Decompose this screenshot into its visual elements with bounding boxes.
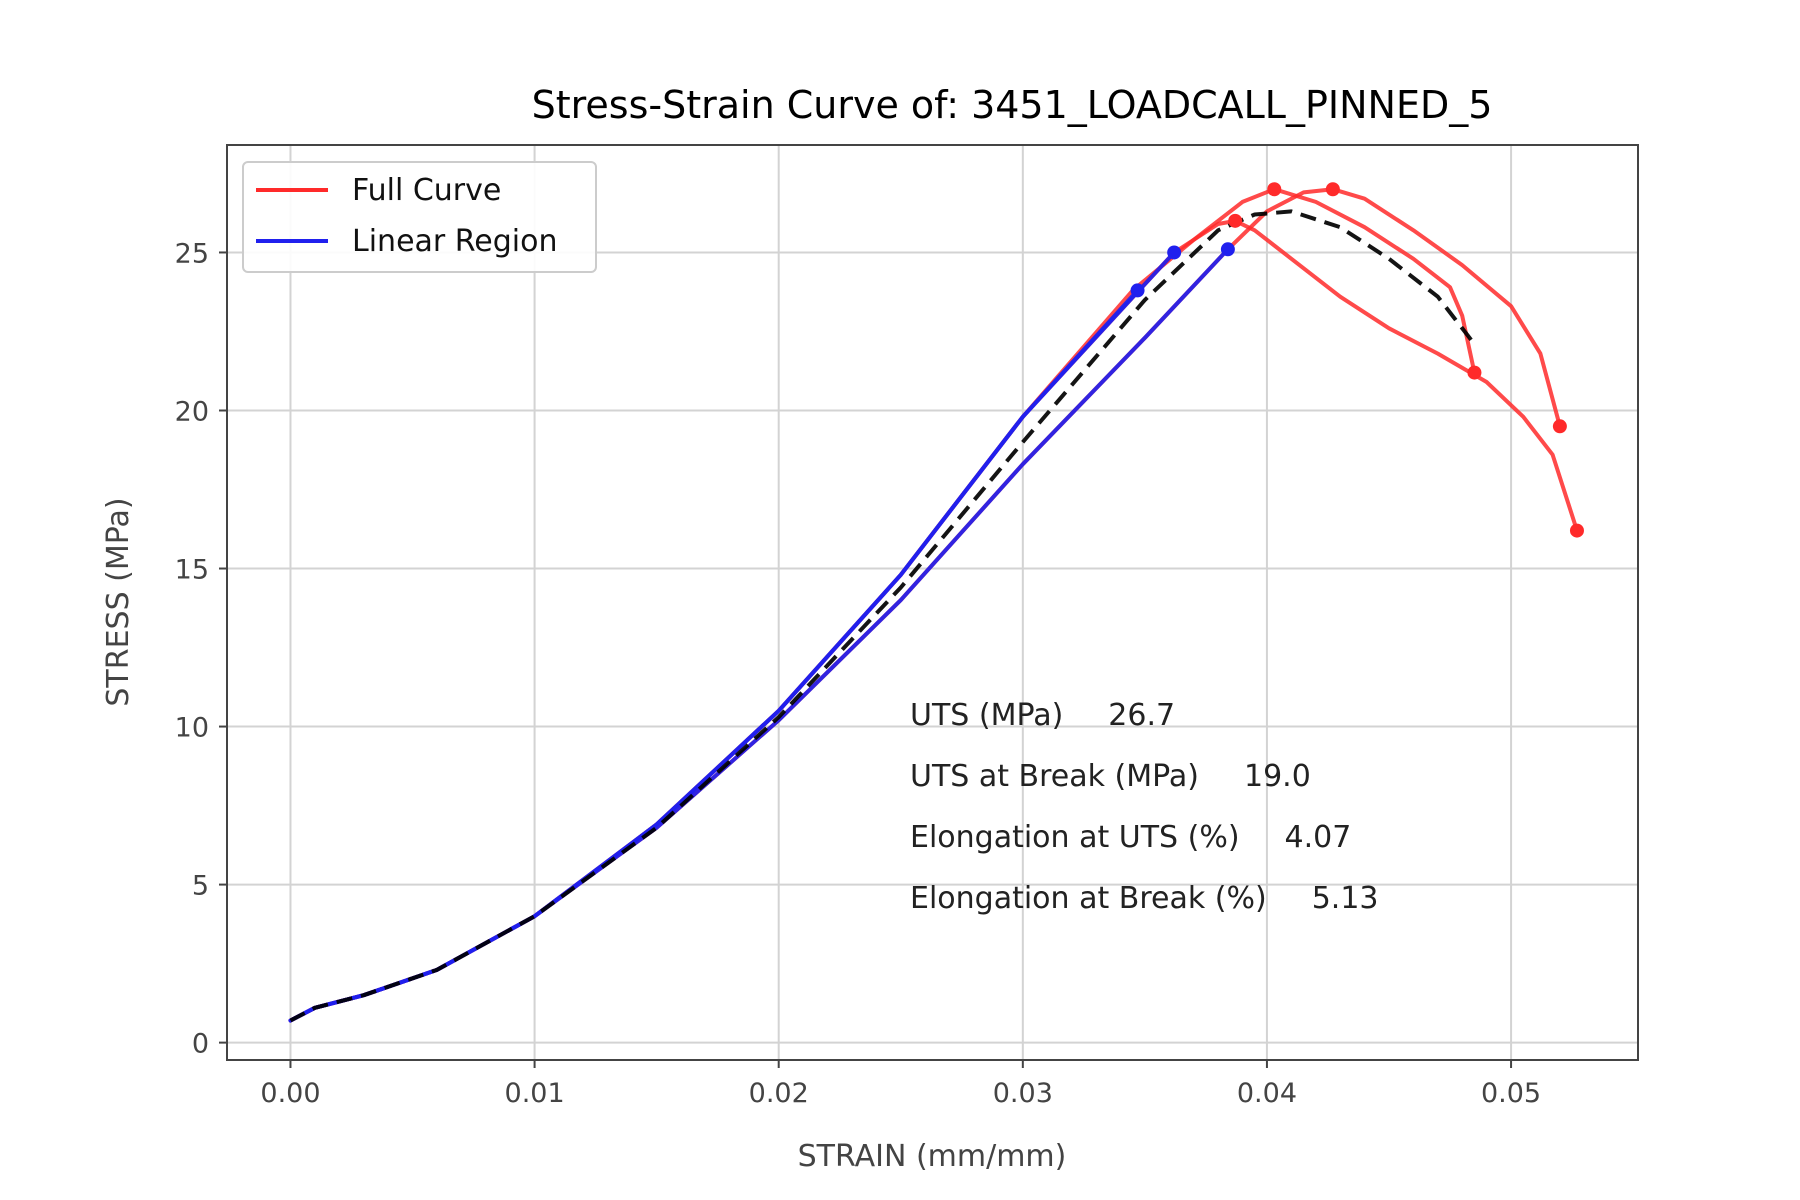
- annotations: UTS (MPa) 26.7 UTS at Break (MPa) 19.0 Elo…: [910, 698, 1379, 916]
- y-tick-label: 15: [175, 555, 209, 586]
- x-tick-label: 0.03: [993, 1078, 1053, 1109]
- annotation-uts-at-break-value: 19.0: [1244, 759, 1311, 794]
- annotation-elongation-at-break-label: Elongation at Break (%): [910, 881, 1267, 916]
- x-tick-label: 0.05: [1481, 1078, 1541, 1109]
- x-tick-label: 0.02: [749, 1078, 809, 1109]
- annotation-elongation-at-break: Elongation at Break (%) 5.13: [910, 881, 1379, 916]
- legend-label-full-curve: Full Curve: [352, 173, 501, 208]
- y-tick-label: 5: [192, 871, 209, 902]
- full-endpoint-marker: [1267, 182, 1282, 197]
- average-curve-6: [289, 209, 1476, 1023]
- legend-box: [242, 161, 597, 273]
- y-tick-label: 0: [192, 1029, 209, 1060]
- linear-endpoint-marker: [1220, 242, 1235, 257]
- annotation-uts-at-break: UTS at Break (MPa) 19.0: [910, 759, 1311, 794]
- y-tick-label: 10: [175, 713, 209, 744]
- x-tick-label: 0.04: [1237, 1078, 1297, 1109]
- annotation-uts-at-break-label: UTS at Break (MPa): [910, 759, 1199, 794]
- y-tick-label: 25: [175, 238, 209, 269]
- annotation-elongation-at-uts-label: Elongation at UTS (%): [910, 820, 1240, 855]
- annotation-elongation-at-uts-value: 4.07: [1285, 820, 1352, 855]
- full-endpoint-marker: [1325, 182, 1340, 197]
- full-endpoint-marker: [1228, 213, 1243, 228]
- plot-frame: [226, 144, 1639, 1061]
- annotation-elongation-at-break-value: 5.13: [1312, 881, 1379, 916]
- y-axis-label: STRESS (MPa): [101, 497, 136, 706]
- linear-endpoint-marker: [1130, 283, 1145, 298]
- legend-label-linear-region: Linear Region: [352, 224, 557, 259]
- full-endpoint-marker: [1552, 419, 1567, 434]
- x-axis-label: STRAIN (mm/mm): [798, 1139, 1067, 1174]
- x-tick-label: 0.00: [260, 1078, 320, 1109]
- series-layer: [288, 182, 1584, 1023]
- chart-title: Stress-Strain Curve of: 3451_LOADCALL_PI…: [532, 83, 1493, 127]
- annotation-uts-label: UTS (MPa): [910, 698, 1063, 733]
- x-tick-label: 0.01: [505, 1078, 565, 1109]
- full-endpoint-marker: [1569, 523, 1584, 538]
- annotation-uts: UTS (MPa) 26.7: [910, 698, 1175, 733]
- grid-lines: [227, 145, 1638, 1060]
- legend: Full Curve Linear Region: [242, 161, 597, 273]
- axis-ticks: 0.00 0.01 0.02 0.03 0.04 0.05 0 5 10 15 20 25: [175, 238, 1541, 1109]
- annotation-uts-value: 26.7: [1108, 698, 1175, 733]
- full-endpoint-marker: [1467, 365, 1482, 380]
- linear-endpoint-marker: [1167, 245, 1182, 260]
- y-tick-label: 20: [175, 396, 209, 427]
- annotation-elongation-at-uts: Elongation at UTS (%) 4.07: [910, 820, 1351, 855]
